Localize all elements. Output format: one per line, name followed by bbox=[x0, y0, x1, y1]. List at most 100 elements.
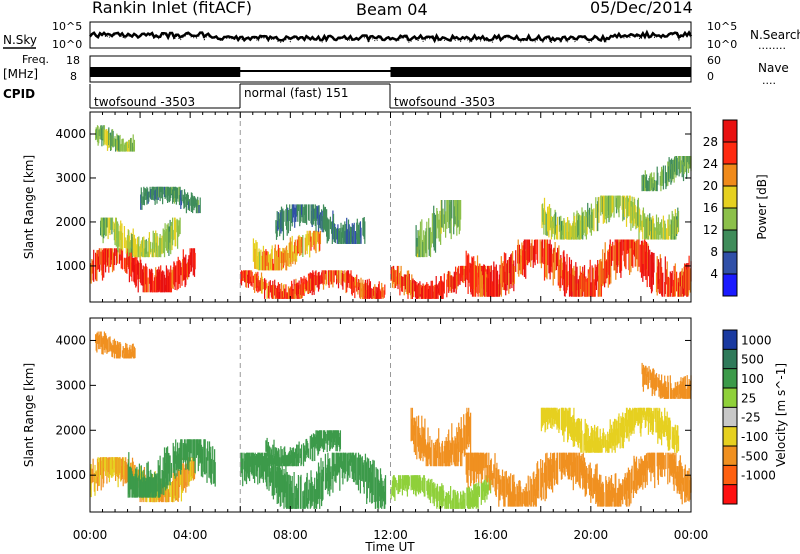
data-cell bbox=[124, 258, 126, 272]
data-cell bbox=[338, 270, 340, 283]
data-cell bbox=[617, 428, 619, 445]
data-cell bbox=[189, 439, 191, 462]
data-cell bbox=[379, 483, 381, 501]
data-cell bbox=[448, 494, 450, 504]
data-cell bbox=[645, 407, 648, 421]
data-cell bbox=[437, 491, 439, 501]
data-cell bbox=[418, 283, 420, 299]
data-cell bbox=[131, 343, 134, 357]
data-cell bbox=[396, 480, 398, 491]
data-cell bbox=[677, 381, 679, 399]
data-cell bbox=[105, 457, 107, 476]
data-cell bbox=[415, 225, 417, 257]
data-cell bbox=[583, 265, 586, 297]
data-cell bbox=[610, 243, 612, 284]
data-cell bbox=[260, 452, 262, 466]
data-cell bbox=[576, 452, 578, 483]
data-cell bbox=[319, 430, 321, 451]
data-cell bbox=[152, 230, 154, 258]
data-cell bbox=[648, 178, 650, 192]
data-cell bbox=[287, 453, 290, 467]
data-cell bbox=[273, 439, 275, 465]
data-cell bbox=[554, 242, 556, 271]
freq-bottom-tick: 8 bbox=[70, 70, 77, 83]
data-cell bbox=[658, 452, 660, 470]
data-cell bbox=[272, 458, 275, 500]
data-cell bbox=[100, 331, 102, 347]
data-cell bbox=[550, 248, 552, 272]
data-cell bbox=[562, 220, 564, 235]
data-cell bbox=[463, 498, 465, 509]
data-cell bbox=[557, 216, 559, 240]
data-cell bbox=[677, 278, 679, 297]
data-cell bbox=[121, 350, 124, 358]
data-cell bbox=[627, 473, 629, 491]
data-cell bbox=[441, 440, 444, 467]
data-cell bbox=[605, 476, 607, 507]
data-cell bbox=[163, 274, 166, 293]
data-cell bbox=[513, 266, 516, 284]
data-cell bbox=[131, 142, 134, 152]
data-cell bbox=[597, 201, 599, 232]
data-cell bbox=[266, 283, 268, 299]
data-cell bbox=[168, 453, 170, 474]
data-cell bbox=[275, 471, 278, 494]
data-cell bbox=[324, 430, 326, 450]
data-cell bbox=[557, 247, 559, 267]
data-cell bbox=[184, 192, 186, 200]
data-cell bbox=[612, 421, 614, 446]
power-panel: 1000 2000 3000 4000 bbox=[55, 111, 692, 303]
data-cell bbox=[116, 252, 119, 264]
data-cell bbox=[644, 455, 646, 476]
data-cell bbox=[419, 435, 422, 461]
data-cell bbox=[400, 478, 402, 489]
data-cell bbox=[278, 257, 280, 271]
data-cell bbox=[242, 458, 244, 487]
data-cell bbox=[602, 249, 604, 287]
data-cell bbox=[115, 457, 117, 481]
data-cell bbox=[201, 449, 203, 464]
data-cell bbox=[416, 416, 418, 460]
data-cell bbox=[163, 471, 165, 496]
data-cell bbox=[610, 246, 613, 266]
data-cell bbox=[242, 271, 244, 281]
data-cell bbox=[636, 239, 638, 260]
data-cell bbox=[212, 459, 214, 484]
data-cell bbox=[194, 439, 196, 474]
data-cell bbox=[647, 407, 650, 435]
data-cell bbox=[312, 270, 314, 290]
data-cell bbox=[631, 409, 633, 434]
range-tick-label: 1000 bbox=[55, 259, 86, 273]
data-cell bbox=[664, 223, 666, 240]
data-cell bbox=[656, 377, 658, 387]
data-cell bbox=[631, 465, 633, 490]
data-cell bbox=[176, 261, 178, 291]
data-cell bbox=[137, 477, 139, 498]
data-cell bbox=[660, 420, 662, 432]
data-cell bbox=[280, 206, 283, 229]
data-cell bbox=[172, 267, 174, 289]
data-cell bbox=[672, 459, 675, 485]
data-cell bbox=[424, 439, 427, 456]
data-cell bbox=[254, 248, 256, 269]
time-tick-label: 00:00 bbox=[73, 528, 108, 542]
data-cell bbox=[302, 235, 304, 257]
data-cell bbox=[170, 463, 173, 478]
data-cell bbox=[131, 257, 134, 271]
data-cell bbox=[280, 456, 283, 467]
data-cell bbox=[314, 271, 316, 286]
data-cell bbox=[486, 465, 489, 483]
data-cell bbox=[103, 331, 106, 350]
velocity-colorbar-swatch bbox=[723, 349, 737, 370]
data-cell bbox=[475, 267, 477, 293]
freq-unit: [MHz] bbox=[3, 67, 38, 81]
data-cell bbox=[490, 460, 492, 481]
data-cell bbox=[607, 195, 609, 215]
data-cell bbox=[420, 284, 422, 299]
data-cell bbox=[494, 266, 496, 297]
data-cell bbox=[321, 430, 323, 447]
data-cell bbox=[592, 209, 594, 231]
data-cell bbox=[95, 253, 97, 281]
data-cell bbox=[338, 230, 340, 242]
data-cell bbox=[665, 416, 667, 433]
